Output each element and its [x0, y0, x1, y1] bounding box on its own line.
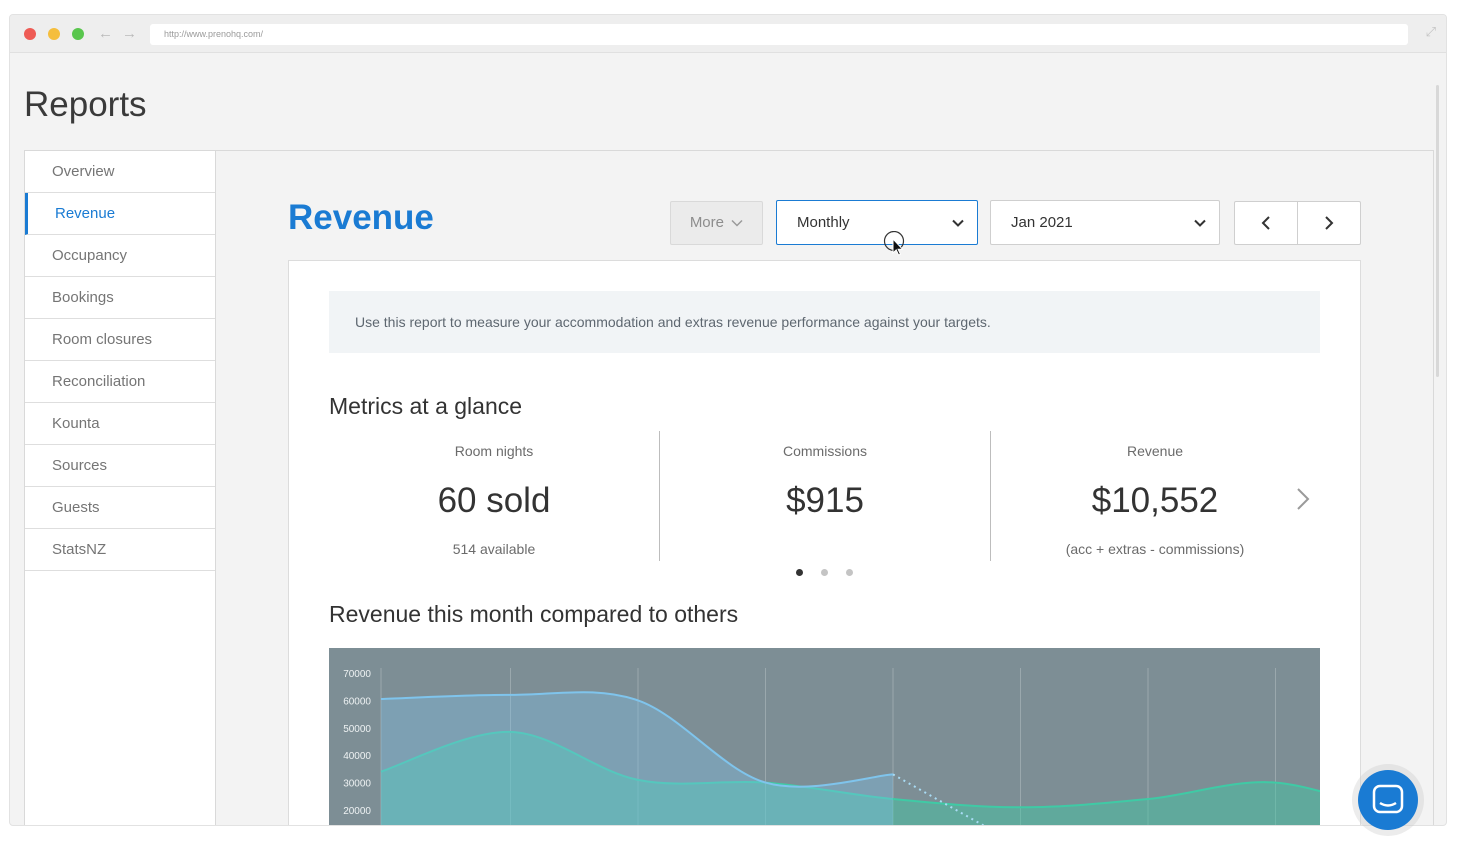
report-info-banner: Use this report to measure your accommod…: [329, 291, 1320, 353]
fullscreen-icon[interactable]: ⤢: [1425, 24, 1436, 39]
month-pager: [1234, 201, 1361, 245]
chart-series-area: [381, 731, 1320, 825]
chart-y-tick-label: 50000: [343, 724, 371, 735]
metrics-heading: Metrics at a glance: [329, 393, 523, 419]
next-month-button[interactable]: [1298, 202, 1361, 244]
sidebar-item-kounta[interactable]: Kounta: [25, 403, 215, 445]
period-select-value: Monthly: [797, 214, 850, 231]
reports-panel: Overview Revenue Occupancy Bookings Room…: [24, 150, 1434, 825]
revenue-chart: 70000 60000 50000 40000 30000 20000: [329, 648, 1320, 825]
chart-y-tick-label: 60000: [343, 696, 371, 707]
minimize-window-button[interactable]: [48, 28, 60, 40]
metric-sub: 514 available: [452, 541, 536, 557]
sidebar-item-overview[interactable]: Overview: [25, 151, 215, 193]
chat-icon: [1372, 784, 1404, 814]
mouse-cursor-icon: [883, 231, 905, 256]
metric-value: $915: [786, 481, 864, 520]
reports-sidebar: Overview Revenue Occupancy Bookings Room…: [25, 151, 216, 825]
metric-value: 60 sold: [437, 481, 551, 520]
metric-sub: (acc + extras - commissions): [1065, 541, 1245, 557]
more-button-label: More: [689, 214, 724, 231]
carousel-dot[interactable]: [846, 569, 853, 576]
forward-arrow-icon[interactable]: →: [122, 25, 137, 42]
metric-divider: [659, 431, 660, 561]
chat-button[interactable]: [1358, 770, 1418, 830]
address-bar[interactable]: http://www.prenohq.com/: [150, 24, 1408, 45]
chevron-right-icon: [1325, 216, 1334, 230]
more-button[interactable]: More: [670, 201, 763, 245]
browser-chrome: ← → http://www.prenohq.com/ ⤢: [10, 15, 1446, 53]
sidebar-item-sources[interactable]: Sources: [25, 445, 215, 487]
chart-y-tick-label: 40000: [343, 751, 371, 762]
sidebar-item-bookings[interactable]: Bookings: [25, 277, 215, 319]
metric-label: Commissions: [782, 443, 867, 459]
section-title: Revenue: [288, 198, 434, 237]
chevron-down-icon: [731, 220, 743, 227]
carousel-next-icon[interactable]: [1295, 486, 1311, 512]
revenue-chart-svg: 70000 60000 50000 40000 30000 20000: [343, 668, 1320, 825]
browser-window: ← → http://www.prenohq.com/ ⤢ Reports Ov…: [9, 14, 1447, 826]
chart-y-tick-label: 30000: [343, 779, 371, 790]
metric-label: Room nights: [454, 443, 534, 459]
chevron-down-icon: [1194, 219, 1206, 227]
metric-divider: [990, 431, 991, 561]
metric-value: $10,552: [1091, 481, 1219, 520]
metric-room-nights: Room nights 60 sold 514 available: [329, 431, 659, 561]
scrollbar[interactable]: [1436, 85, 1439, 377]
chart-heading: Revenue this month compared to others: [329, 601, 739, 627]
sidebar-item-room-closures[interactable]: Room closures: [25, 319, 215, 361]
chevron-down-icon: [952, 219, 964, 227]
sidebar-item-reconciliation[interactable]: Reconciliation: [25, 361, 215, 403]
sidebar-item-guests[interactable]: Guests: [25, 487, 215, 529]
close-window-button[interactable]: [24, 28, 36, 40]
previous-month-button[interactable]: [1235, 202, 1298, 244]
period-select[interactable]: Monthly: [776, 200, 978, 245]
month-select[interactable]: Jan 2021: [990, 200, 1220, 245]
metric-label: Revenue: [1126, 443, 1184, 459]
chevron-left-icon: [1261, 216, 1270, 230]
chart-projection-line: [892, 773, 985, 825]
sidebar-item-occupancy[interactable]: Occupancy: [25, 235, 215, 277]
chart-y-tick-label: 70000: [343, 669, 371, 680]
chart-series-area: [381, 692, 893, 825]
page-title: Reports: [24, 85, 147, 124]
sidebar-item-statsnz[interactable]: StatsNZ: [25, 529, 215, 571]
page: Reports Overview Revenue Occupancy Booki…: [14, 55, 1440, 825]
sidebar-item-revenue[interactable]: Revenue: [25, 193, 215, 235]
carousel-dot[interactable]: [821, 569, 828, 576]
report-card: Use this report to measure your accommod…: [288, 260, 1361, 825]
metric-commissions: Commissions $915: [660, 431, 990, 561]
metric-revenue: Revenue $10,552 (acc + extras - commissi…: [990, 431, 1320, 561]
chart-y-tick-label: 20000: [343, 806, 371, 817]
back-arrow-icon[interactable]: ←: [98, 25, 113, 42]
carousel-dot[interactable]: [796, 569, 803, 576]
month-select-value: Jan 2021: [1011, 214, 1073, 231]
maximize-window-button[interactable]: [72, 28, 84, 40]
